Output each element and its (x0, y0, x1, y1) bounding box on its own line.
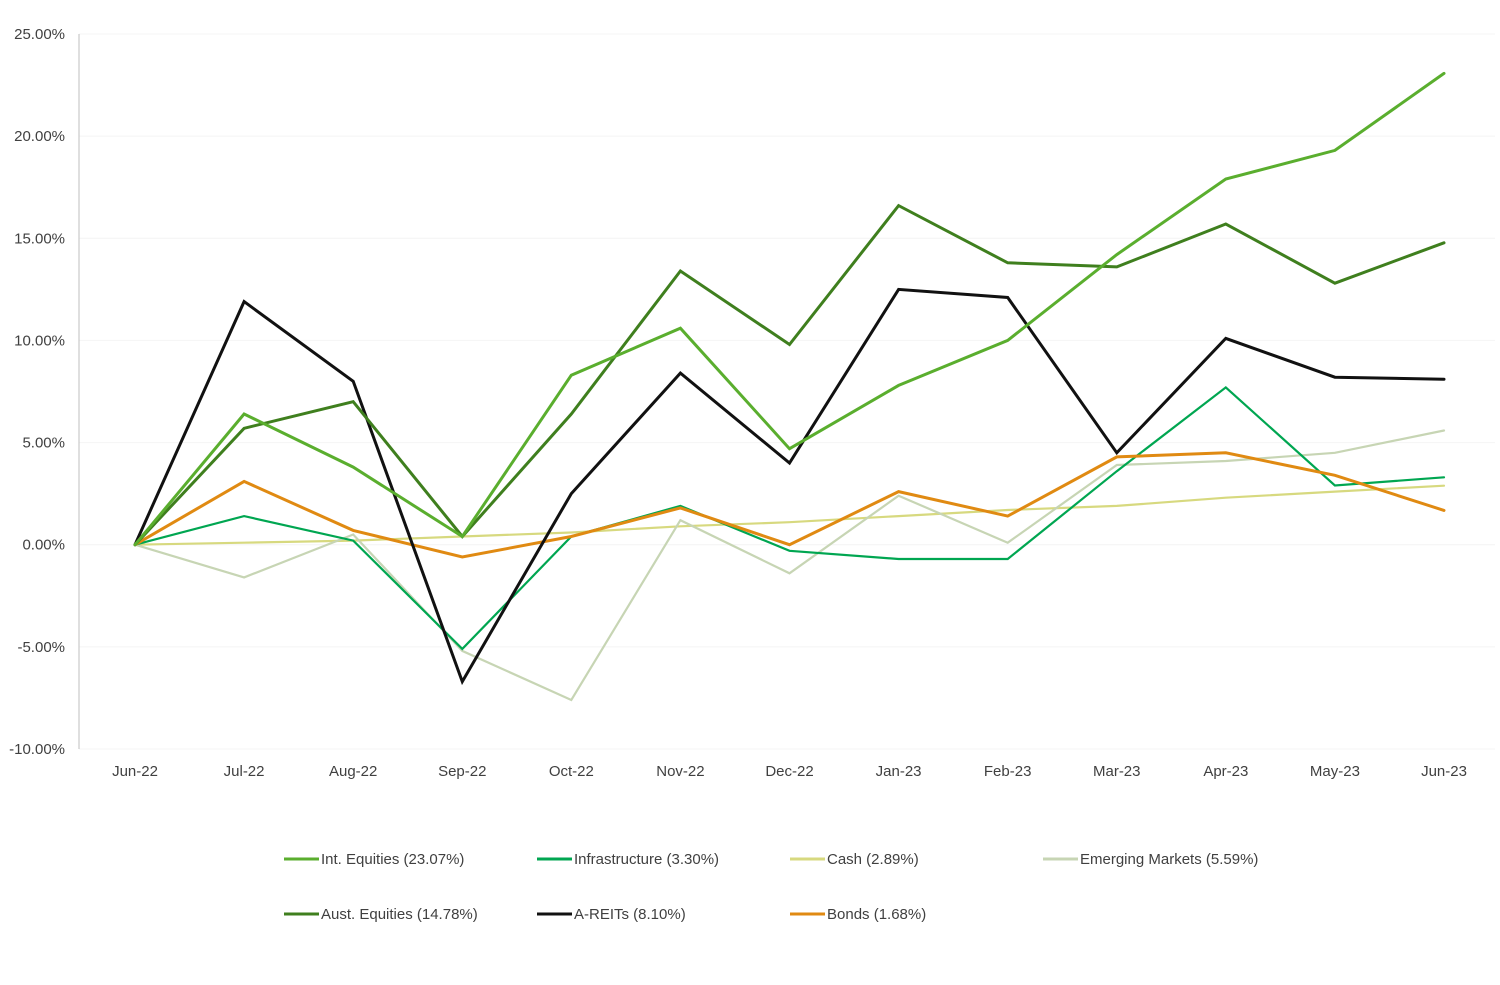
x-tick-label: Jul-22 (224, 763, 265, 780)
series-line-0 (133, 71, 1446, 547)
series-line-5 (133, 287, 1446, 686)
x-tick-label: May-23 (1310, 763, 1360, 780)
legend-label: Cash (2.89%) (827, 851, 919, 868)
x-tick-label: Oct-22 (549, 763, 594, 780)
legend-item: Int. Equities (23.07%) (284, 851, 464, 868)
legend-label: Emerging Markets (5.59%) (1080, 851, 1258, 868)
series-line-1 (133, 385, 1446, 651)
series-line-3 (133, 429, 1446, 702)
x-tick-label: Dec-22 (765, 763, 813, 780)
y-tick-label: 25.00% (14, 26, 65, 43)
y-tick-label: 20.00% (14, 128, 65, 145)
y-tick-label: 10.00% (14, 332, 65, 349)
x-tick-label: Aug-22 (329, 763, 377, 780)
legend-label: A-REITs (8.10%) (574, 906, 686, 923)
legend-item: Cash (2.89%) (790, 851, 919, 868)
legend-item: Aust. Equities (14.78%) (284, 906, 478, 923)
x-tick-label: Apr-23 (1203, 763, 1248, 780)
legend-item: Infrastructure (3.30%) (537, 851, 719, 868)
legend-label: Infrastructure (3.30%) (574, 851, 719, 868)
y-tick-label: 0.00% (22, 537, 65, 554)
x-tick-label: Jan-23 (876, 763, 922, 780)
legend-label: Int. Equities (23.07%) (321, 851, 464, 868)
gridlines (79, 33, 1495, 750)
series-lines (133, 71, 1446, 702)
legend-item: Emerging Markets (5.59%) (1043, 851, 1258, 868)
legend-label: Aust. Equities (14.78%) (321, 906, 478, 923)
series-line-6 (133, 451, 1446, 559)
x-tick-label: Feb-23 (984, 763, 1032, 780)
series-line-4 (133, 203, 1446, 547)
legend-item: Bonds (1.68%) (790, 906, 926, 923)
x-axis-ticks: Jun-22 Jul-22 Aug-22 Sep-22 Oct-22 Nov-22 Dec-… (112, 763, 1467, 780)
legend: Int. Equities (23.07%) Infrastructure (3.… (284, 851, 1258, 923)
x-tick-label: Mar-23 (1093, 763, 1141, 780)
x-tick-label: Nov-22 (656, 763, 704, 780)
x-tick-label: Sep-22 (438, 763, 486, 780)
y-tick-label: -5.00% (17, 639, 65, 656)
legend-item: A-REITs (8.10%) (537, 906, 686, 923)
y-tick-label: 15.00% (14, 230, 65, 247)
x-tick-label: Jun-23 (1421, 763, 1467, 780)
x-tick-label: Jun-22 (112, 763, 158, 780)
y-axis-ticks: -10.00% -5.00% 0.00% 5.00% 10.00% 15.00% 20.00… (9, 26, 65, 758)
y-tick-label: -10.00% (9, 741, 65, 758)
legend-label: Bonds (1.68%) (827, 906, 926, 923)
y-tick-label: 5.00% (22, 435, 65, 452)
